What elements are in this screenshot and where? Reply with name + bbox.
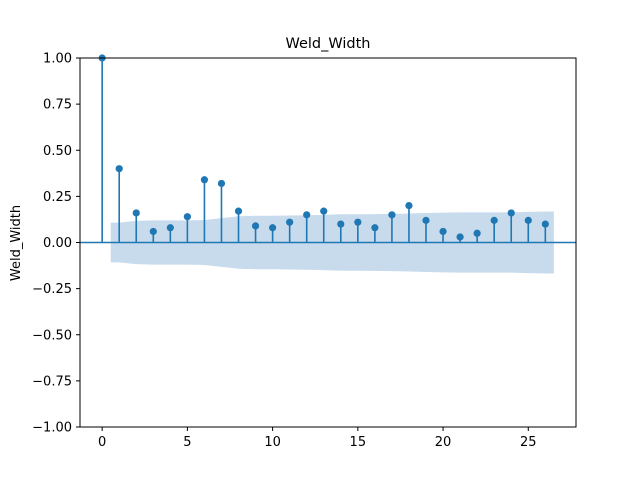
y-tick-label: 1.00 xyxy=(43,52,72,67)
stem-marker xyxy=(234,207,243,215)
stem-marker xyxy=(524,216,532,224)
x-tick-label: 5 xyxy=(183,435,191,450)
stem-marker xyxy=(388,211,396,219)
stem-marker xyxy=(251,222,260,230)
x-tick-label: 15 xyxy=(350,435,367,450)
stem-marker xyxy=(132,209,140,217)
stem-marker xyxy=(200,176,209,184)
chart-title: Weld_Width xyxy=(285,36,370,52)
y-ticks: −1.00 −0.75 −0.50 −0.25 0.00 0.25 0.50 0.75 1.00 xyxy=(32,52,80,436)
stem-marker xyxy=(149,227,157,236)
stem-marker xyxy=(541,220,549,228)
stem-marker xyxy=(473,229,481,237)
y-tick-label: −0.75 xyxy=(32,374,72,389)
x-tick-label: 0 xyxy=(98,435,106,450)
y-axis-label: Weld_Width xyxy=(9,205,24,281)
stem-marker xyxy=(217,179,226,188)
stem-marker xyxy=(183,213,191,221)
y-tick-label: −1.00 xyxy=(32,421,72,436)
stem-marker xyxy=(354,218,362,226)
stem-marker xyxy=(115,165,123,173)
stem-marker xyxy=(507,209,515,217)
stem-marker xyxy=(490,216,498,224)
stem-marker xyxy=(422,216,430,224)
stem-marker xyxy=(320,207,328,215)
y-tick-label: 0.00 xyxy=(43,236,72,251)
stems-layer xyxy=(98,54,549,243)
y-tick-label: 0.75 xyxy=(43,98,72,113)
stem-marker xyxy=(405,202,413,210)
x-tick-label: 25 xyxy=(520,435,537,450)
y-tick-label: 0.50 xyxy=(43,144,72,159)
y-tick-label: −0.50 xyxy=(32,328,72,343)
x-tick-label: 10 xyxy=(264,435,281,450)
stem-marker xyxy=(439,227,447,236)
stem-marker xyxy=(303,211,311,219)
stem-marker xyxy=(456,233,464,241)
x-tick-label: 20 xyxy=(435,435,452,450)
stem-marker xyxy=(286,218,294,226)
stem-marker xyxy=(371,224,379,232)
stem-marker xyxy=(269,224,277,232)
x-ticks: 0 5 10 15 20 25 xyxy=(98,427,537,450)
y-tick-label: 0.25 xyxy=(43,190,72,205)
stem-marker xyxy=(337,220,345,228)
stem-marker xyxy=(166,224,174,232)
y-tick-label: −0.25 xyxy=(32,282,72,297)
